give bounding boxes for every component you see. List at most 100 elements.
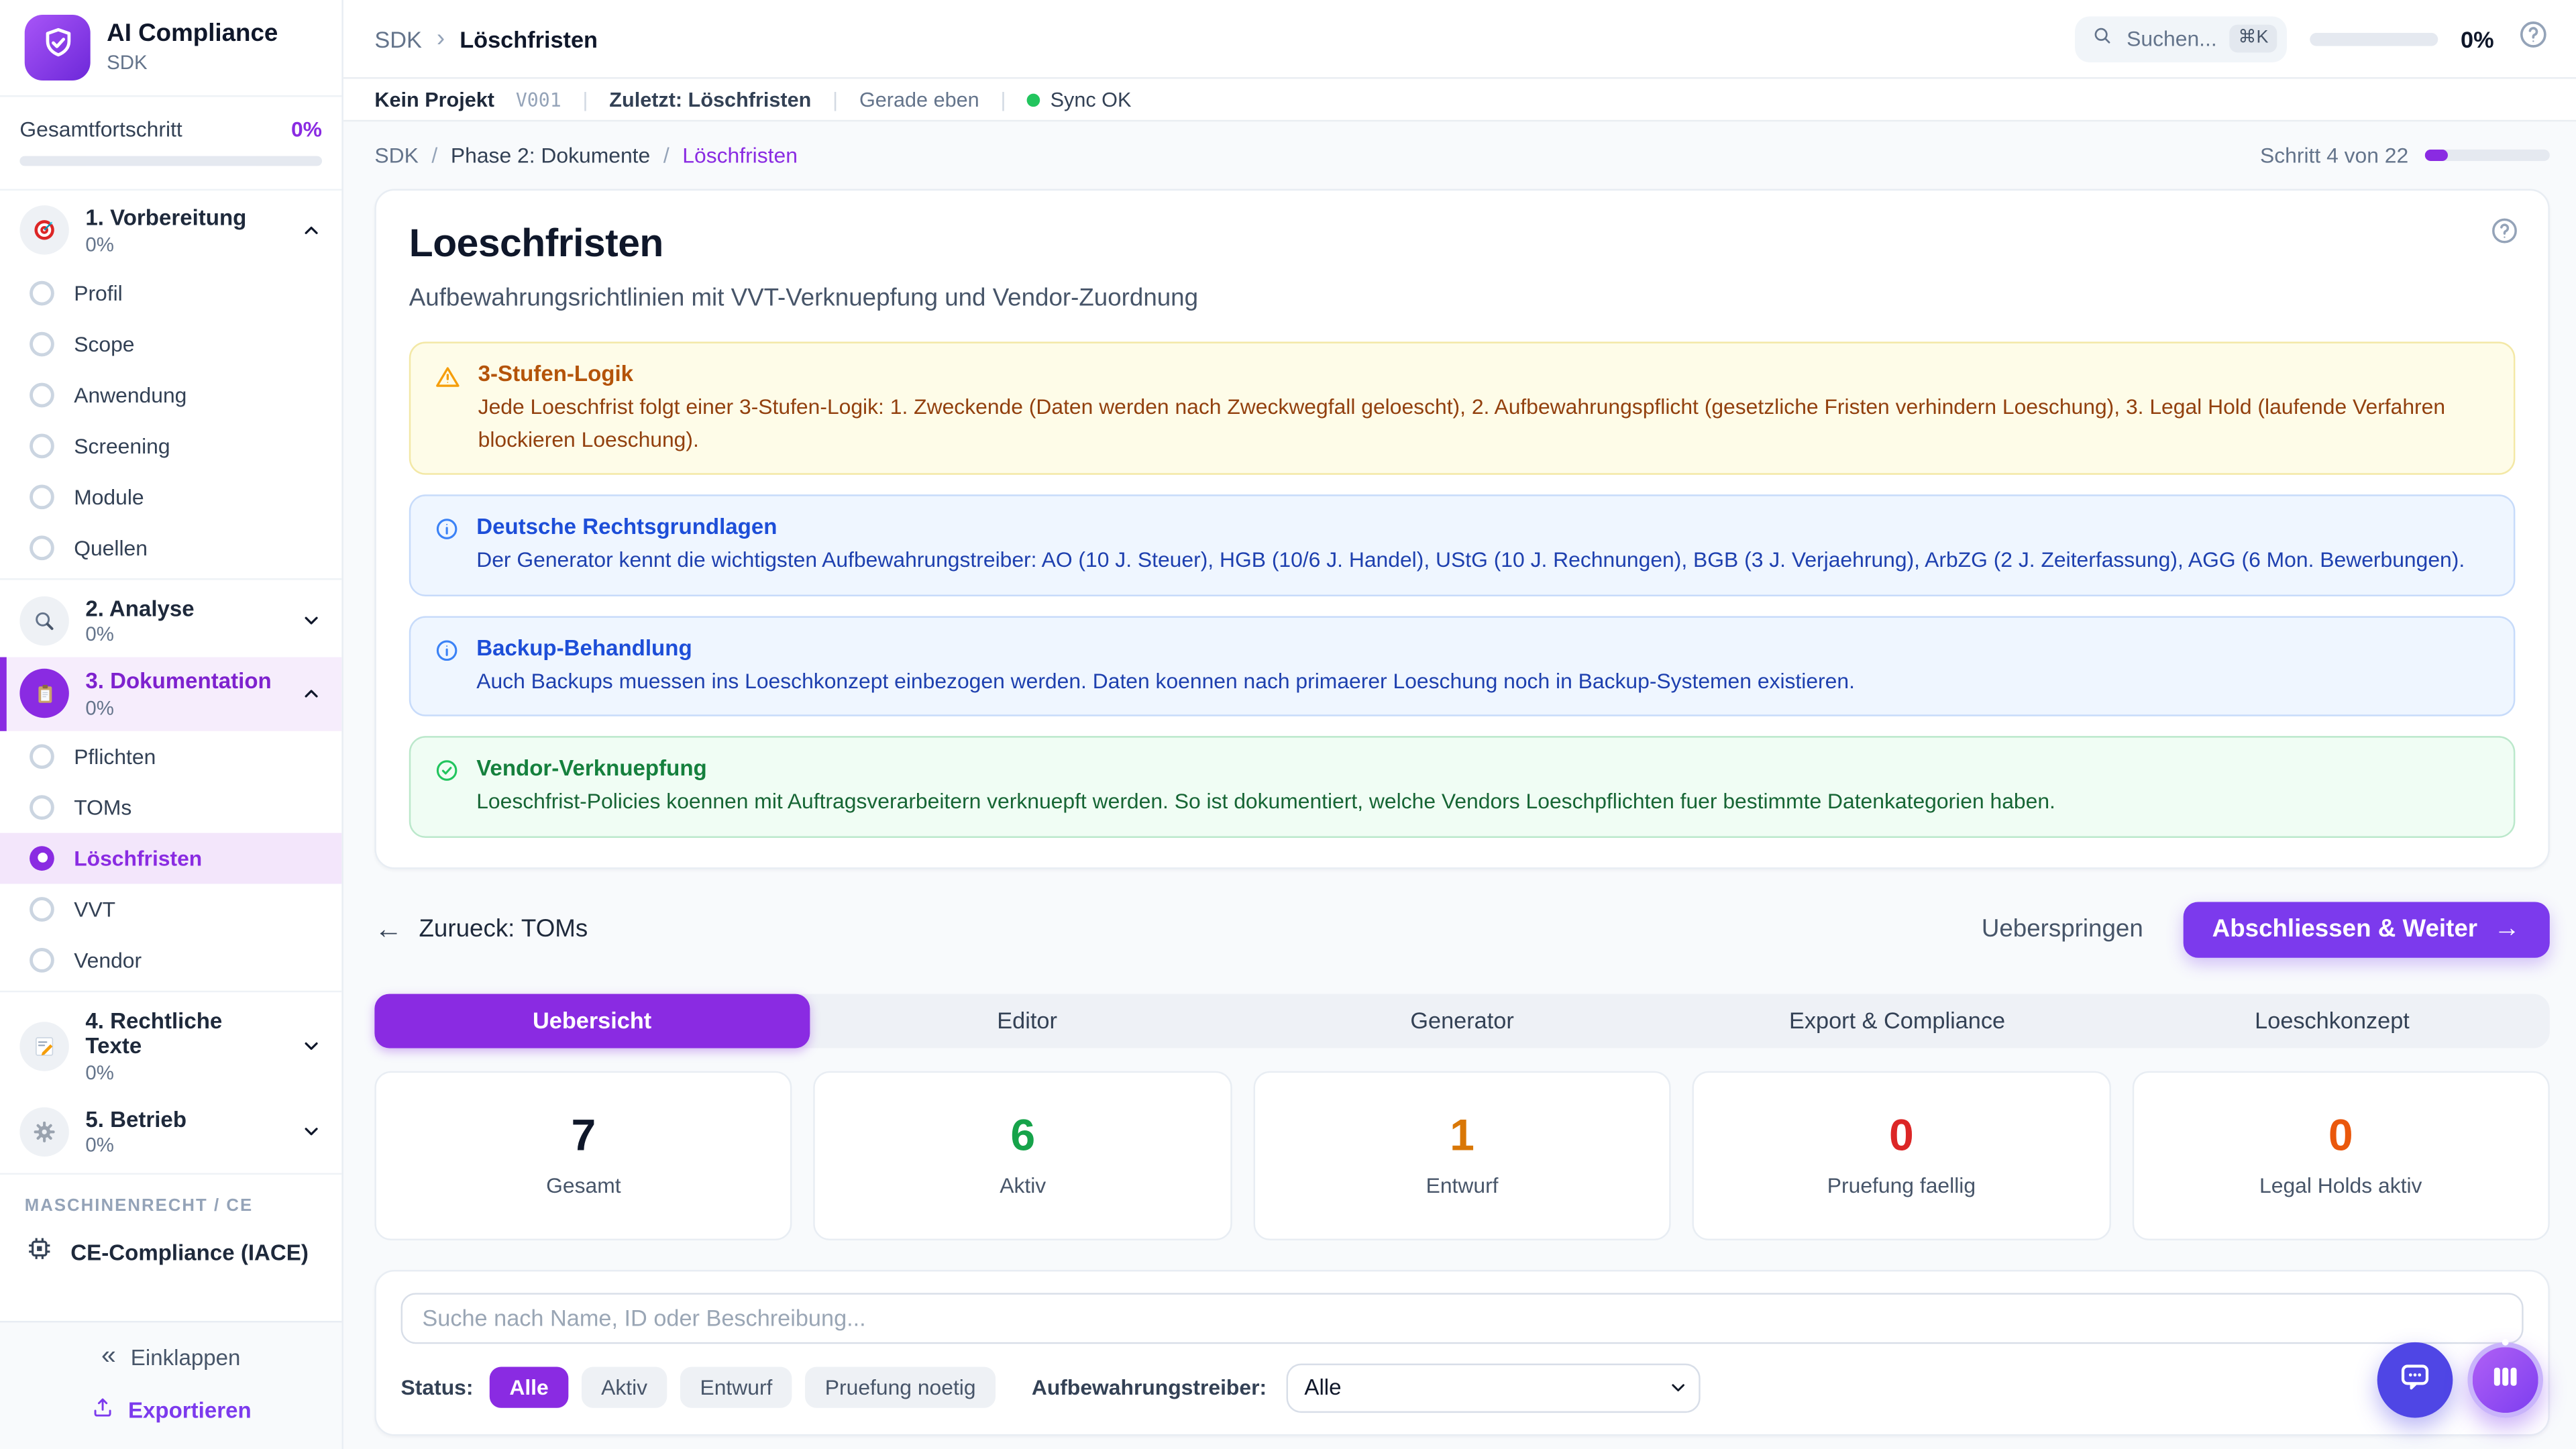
- sidebar-item-profil[interactable]: Profil: [0, 267, 341, 318]
- info-circle-icon: [434, 516, 460, 542]
- filter-card: Status: Alle Aktiv Entwurf Pruefung noet…: [374, 1269, 2550, 1436]
- callout-title: Vendor-Verknuepfung: [476, 755, 707, 781]
- callout-body: Der Generator kennt die wichtigsten Aufb…: [476, 547, 2465, 572]
- tab-editor[interactable]: Editor: [997, 1007, 1057, 1034]
- sidebar-item-module[interactable]: Module: [0, 471, 341, 522]
- overall-progress-value: 0%: [290, 116, 323, 142]
- stat-gesamt: 7 Gesamt: [374, 1070, 793, 1240]
- project-name: Kein Projekt: [374, 88, 494, 111]
- breadcrumb-sdk[interactable]: SDK: [374, 143, 419, 168]
- global-search-button[interactable]: Suchen... ⌘K: [2076, 15, 2287, 62]
- step-progress-bar: [2424, 149, 2550, 162]
- info-circle-icon: [434, 637, 460, 663]
- version-badge: V001: [515, 88, 561, 111]
- sidebar-item-scope[interactable]: Scope: [0, 318, 341, 369]
- sidebar-item-ce-compliance[interactable]: CE-Compliance (IACE): [25, 1234, 317, 1271]
- machine-section-label: MASCHINENRECHT / CE: [24, 1196, 254, 1216]
- complete-next-button[interactable]: Abschliessen & Weiter →: [2182, 901, 2550, 957]
- page-title: Loeschfristen: [409, 221, 664, 266]
- help-icon[interactable]: [2517, 18, 2550, 59]
- divider: |: [833, 88, 839, 111]
- stat-value: 0: [1889, 1110, 1914, 1159]
- status-pill-pruefung-noetig[interactable]: Pruefung noetig: [805, 1366, 996, 1408]
- sidebar-item-screening[interactable]: Screening: [0, 420, 341, 471]
- last-step-text: Zuletzt: Löschfristen: [609, 88, 812, 111]
- chat-button[interactable]: [2377, 1342, 2453, 1418]
- skip-button[interactable]: Ueberspringen: [1981, 915, 2143, 943]
- back-button[interactable]: ← Zurueck: TOMs: [374, 912, 588, 945]
- intro-card: Loeschfristen Aufbewahrungsrichtlinien m…: [374, 189, 2550, 869]
- stat-legal-holds: 0 Legal Holds aktiv: [2131, 1070, 2550, 1240]
- radio-icon: [30, 794, 54, 819]
- callout-success-vendor: Vendor-Verknuepfung Loeschfrist-Policies…: [409, 736, 2516, 837]
- sidebar-section-vorbereitung[interactable]: 1. Vorbereitung 0%: [0, 194, 341, 267]
- tab-loeschkonzept[interactable]: Loeschkonzept: [2255, 1007, 2410, 1034]
- chevron-up-icon: [301, 220, 322, 241]
- radio-icon: [30, 433, 54, 458]
- sidebar-section-betrieb[interactable]: 5. Betrieb 0%: [0, 1095, 341, 1168]
- page-breadcrumb: SDK / Phase 2: Dokumente / Löschfristen: [374, 143, 798, 168]
- sidebar-section-dokumentation[interactable]: 3. Dokumentation 0%: [0, 657, 342, 731]
- chevron-up-icon: [301, 683, 322, 704]
- status-filter-label: Status:: [400, 1375, 474, 1400]
- target-icon: [19, 205, 69, 256]
- sync-ok-dot-icon: [1027, 93, 1040, 106]
- magnifier-icon: [19, 596, 69, 645]
- sidebar-section-rechtliche-texte[interactable]: 4. Rechtliche Texte 0%: [0, 996, 341, 1095]
- sidebar-item-vendor[interactable]: Vendor: [0, 934, 341, 985]
- board-view-button[interactable]: [2467, 1338, 2544, 1418]
- gear-icon: [19, 1107, 69, 1157]
- callout-warning: 3-Stufen-Logik Jede Loeschfrist folgt ei…: [409, 341, 2516, 475]
- chat-bubble-icon: [2397, 1358, 2433, 1402]
- sidebar-section-analyse[interactable]: 2. Analyse 0%: [0, 584, 341, 657]
- chevron-down-icon: [301, 1035, 322, 1057]
- sidebar-item-quellen[interactable]: Quellen: [0, 522, 341, 573]
- tab-uebersicht[interactable]: Uebersicht: [374, 993, 810, 1048]
- breadcrumb-phase[interactable]: Phase 2: Dokumente: [450, 143, 651, 168]
- export-button[interactable]: Exportieren: [91, 1395, 252, 1424]
- callout-info-backup: Backup-Behandlung Auch Backups muessen i…: [409, 615, 2516, 716]
- top-breadcrumb: SDK › Löschfristen: [374, 25, 598, 53]
- breadcrumb-current-page: Löschfristen: [682, 143, 798, 168]
- top-bar: SDK › Löschfristen Suchen... ⌘K 0%: [343, 0, 2576, 79]
- stat-entwurf: 1 Entwurf: [1253, 1070, 1672, 1240]
- last-saved-time: Gerade eben: [859, 88, 979, 111]
- page-subtitle: Aufbewahrungsrichtlinien mit VVT-Verknue…: [409, 284, 1199, 313]
- radio-icon: [30, 280, 54, 305]
- step-progress: Schritt 4 von 22: [2260, 143, 2550, 168]
- stat-label: Aktiv: [1000, 1172, 1046, 1197]
- tab-generator[interactable]: Generator: [1410, 1007, 1514, 1034]
- overall-progress-bar: [19, 156, 323, 166]
- sidebar-item-anwendung[interactable]: Anwendung: [0, 369, 341, 420]
- machine-section: MASCHINENRECHT / CE CE-Compliance (IACE): [0, 1180, 341, 1289]
- status-pill-alle[interactable]: Alle: [489, 1366, 569, 1408]
- main-area: SDK › Löschfristen Suchen... ⌘K 0% Kein …: [343, 0, 2576, 1449]
- sidebar-item-toms[interactable]: TOMs: [0, 782, 341, 833]
- chevron-down-icon: [301, 610, 322, 631]
- stat-value: 1: [1450, 1110, 1474, 1159]
- divider: |: [582, 88, 588, 111]
- sidebar-item-loeschfristen[interactable]: Löschfristen: [0, 832, 342, 883]
- breadcrumb-current: Löschfristen: [460, 25, 598, 52]
- driver-select[interactable]: Alle: [1286, 1362, 1701, 1412]
- collapse-sidebar-button[interactable]: « Einklappen: [101, 1342, 241, 1371]
- sidebar-item-vvt[interactable]: VVT: [0, 883, 341, 934]
- callout-info-rechtsgrundlagen: Deutsche Rechtsgrundlagen Der Generator …: [409, 494, 2516, 596]
- divider: [0, 1173, 342, 1175]
- breadcrumb-root[interactable]: SDK: [374, 25, 422, 52]
- step-label: Schritt 4 von 22: [2259, 143, 2409, 168]
- status-pill-aktiv[interactable]: Aktiv: [581, 1366, 667, 1408]
- cpu-icon: [25, 1234, 54, 1271]
- status-pill-entwurf[interactable]: Entwurf: [680, 1366, 792, 1408]
- card-help-icon[interactable]: [2489, 215, 2520, 247]
- sidebar-footer: « Einklappen Exportieren: [0, 1320, 342, 1449]
- shield-check-icon: [39, 25, 76, 71]
- tab-export-compliance[interactable]: Export & Compliance: [1789, 1007, 2006, 1034]
- stat-pruefung-faellig: 0 Pruefung faellig: [1692, 1070, 2110, 1240]
- search-icon: [2092, 24, 2114, 54]
- callout-body: Auch Backups muessen ins Loeschkonzept e…: [476, 667, 1855, 693]
- app-subtitle: SDK: [107, 51, 148, 74]
- keyboard-shortcut-badge: ⌘K: [2230, 24, 2277, 53]
- sidebar-item-pflichten[interactable]: Pflichten: [0, 731, 341, 782]
- policy-search-input[interactable]: [400, 1292, 2524, 1344]
